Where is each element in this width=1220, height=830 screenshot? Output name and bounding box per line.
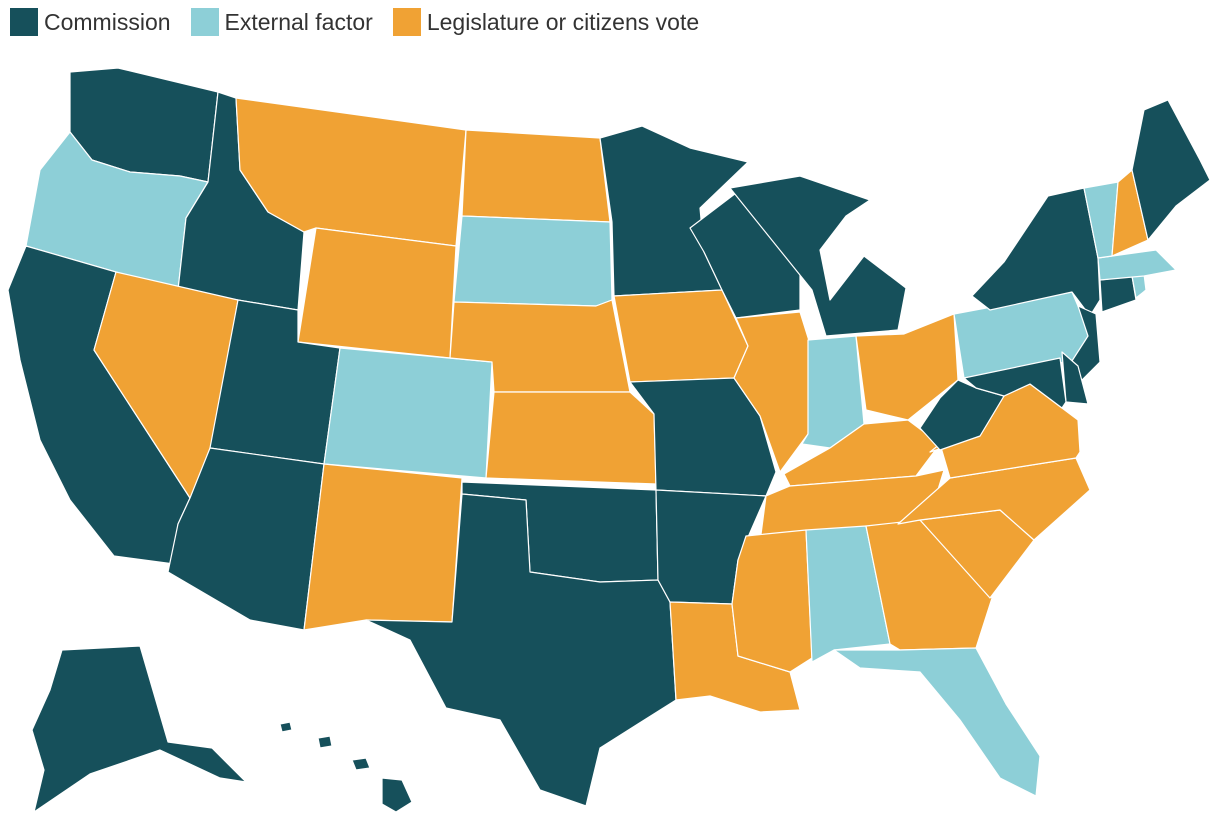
- state-al[interactable]: [805, 525, 891, 663]
- state-nd[interactable]: [461, 129, 611, 223]
- legend-swatch-external-factor: [190, 8, 219, 36]
- state-mt[interactable]: [235, 97, 467, 247]
- state-nm[interactable]: [303, 463, 463, 631]
- state-il[interactable]: [733, 311, 811, 473]
- legend-label-external-factor: External factor: [224, 9, 373, 35]
- state-ms[interactable]: [731, 529, 813, 673]
- legend-swatch-commission: [10, 8, 38, 36]
- state-fl[interactable]: [833, 647, 1041, 797]
- state-sd[interactable]: [453, 215, 613, 307]
- state-mi[interactable]: [729, 175, 907, 337]
- state-wy[interactable]: [297, 227, 457, 359]
- state-me[interactable]: [1131, 99, 1211, 241]
- state-ct[interactable]: [1099, 275, 1137, 313]
- state-hi-maui[interactable]: [351, 757, 371, 771]
- state-tx[interactable]: [365, 493, 677, 807]
- legend: Commission External factor Legislature o…: [10, 8, 719, 36]
- legend-item-external-factor: External factor: [190, 8, 373, 36]
- state-ak[interactable]: [31, 645, 247, 813]
- state-hi-oahu[interactable]: [317, 735, 333, 749]
- legend-item-commission: Commission: [10, 8, 171, 36]
- state-md[interactable]: [963, 357, 1067, 409]
- state-ny[interactable]: [971, 187, 1101, 317]
- legend-label-legislature: Legislature or citizens vote: [426, 9, 700, 35]
- state-ma[interactable]: [1097, 249, 1177, 281]
- legend-swatch-legislature: [392, 8, 421, 36]
- state-ia[interactable]: [613, 289, 749, 383]
- legend-item-legislature: Legislature or citizens vote: [392, 8, 700, 36]
- state-hi[interactable]: [381, 777, 413, 813]
- legend-label-commission: Commission: [44, 9, 171, 35]
- state-ks[interactable]: [485, 391, 657, 485]
- state-co[interactable]: [323, 347, 493, 479]
- state-hi-kauai[interactable]: [279, 721, 293, 733]
- state-de[interactable]: [1061, 351, 1089, 405]
